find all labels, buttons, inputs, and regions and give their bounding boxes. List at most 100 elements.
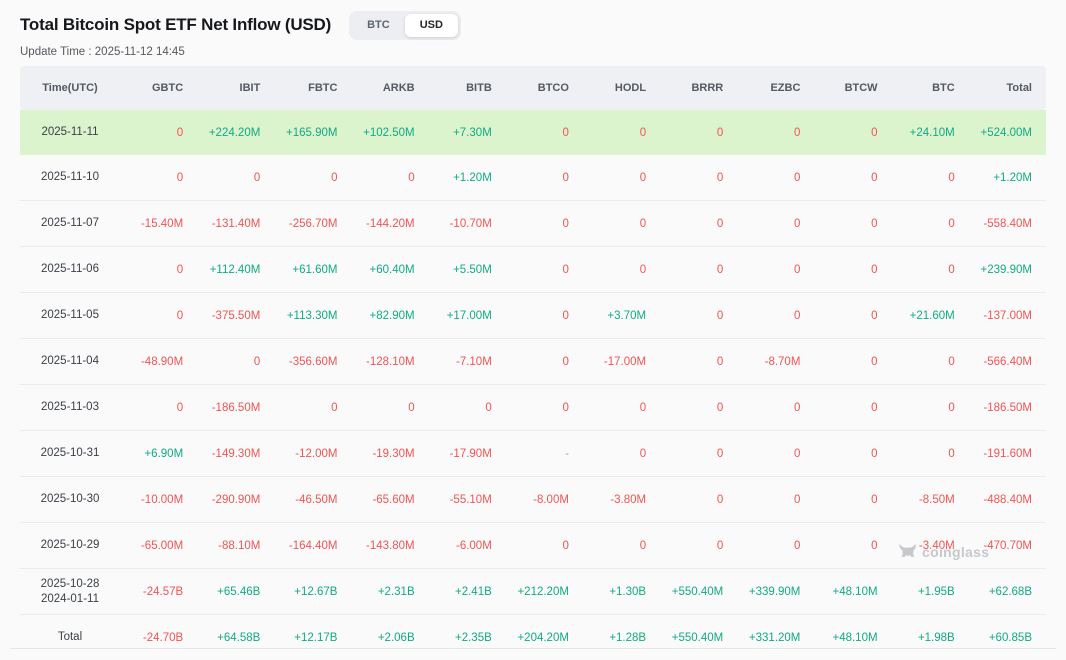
page-header: Total Bitcoin Spot ETF Net Inflow (USD) … <box>0 0 1066 60</box>
value-cell: +224.20M <box>197 110 274 155</box>
value-cell: 0 <box>737 201 814 247</box>
value-cell: 0 <box>660 431 737 477</box>
date-cell: 2025-10-29 <box>20 523 120 569</box>
value-cell: +331.20M <box>737 615 814 660</box>
value-cell: 0 <box>660 201 737 247</box>
value-cell: 0 <box>660 247 737 293</box>
date-cell: 2025-11-10 <box>20 155 120 201</box>
value-cell: 0 <box>737 477 814 523</box>
value-cell: +165.90M <box>274 110 351 155</box>
value-cell: +1.98B <box>892 615 969 660</box>
value-cell: +65.46B <box>197 569 274 615</box>
btc-toggle-button[interactable]: BTC <box>352 14 405 37</box>
value-cell: 0 <box>814 155 891 201</box>
value-cell: +113.30M <box>274 293 351 339</box>
value-cell: 0 <box>892 431 969 477</box>
value-cell: 0 <box>814 385 891 431</box>
value-cell: -17.90M <box>429 431 506 477</box>
column-header-btc[interactable]: BTC <box>892 66 969 110</box>
value-cell: -149.30M <box>197 431 274 477</box>
value-cell: 0 <box>892 201 969 247</box>
value-cell: 0 <box>737 155 814 201</box>
value-cell: +48.10M <box>814 569 891 615</box>
value-cell: +112.40M <box>197 247 274 293</box>
value-cell: -290.90M <box>197 477 274 523</box>
value-cell: +1.30B <box>583 569 660 615</box>
column-header-arkb[interactable]: ARKB <box>351 66 428 110</box>
column-header-ibit[interactable]: IBIT <box>197 66 274 110</box>
value-cell: 0 <box>351 385 428 431</box>
column-header-btcw[interactable]: BTCW <box>814 66 891 110</box>
value-cell: -3.80M <box>583 477 660 523</box>
value-cell: +339.90M <box>737 569 814 615</box>
value-cell: -10.70M <box>429 201 506 247</box>
value-cell: -186.50M <box>969 385 1046 431</box>
value-cell: +7.30M <box>429 110 506 155</box>
currency-toggle: BTC USD <box>349 11 461 40</box>
value-cell: 0 <box>120 293 197 339</box>
value-cell: -164.40M <box>274 523 351 569</box>
value-cell: 0 <box>351 155 428 201</box>
value-cell: -88.10M <box>197 523 274 569</box>
value-cell: 0 <box>660 477 737 523</box>
column-header-gbtc[interactable]: GBTC <box>120 66 197 110</box>
value-cell: 0 <box>197 339 274 385</box>
value-cell: +64.58B <box>197 615 274 660</box>
column-header-btco[interactable]: BTCO <box>506 66 583 110</box>
value-cell: 0 <box>814 247 891 293</box>
table-row: 2025-10-31+6.90M-149.30M-12.00M-19.30M-1… <box>20 431 1046 477</box>
value-cell: +6.90M <box>120 431 197 477</box>
value-cell: 0 <box>583 155 660 201</box>
value-cell: 0 <box>814 293 891 339</box>
value-cell: 0 <box>583 201 660 247</box>
value-cell: +82.90M <box>351 293 428 339</box>
date-cell: 2025-11-04 <box>20 339 120 385</box>
value-cell: 0 <box>660 339 737 385</box>
column-header-brrr[interactable]: BRRR <box>660 66 737 110</box>
value-cell: 0 <box>506 523 583 569</box>
value-cell: 0 <box>583 247 660 293</box>
value-cell: -65.00M <box>120 523 197 569</box>
value-cell: 0 <box>197 155 274 201</box>
date-cell: 2025-10-31 <box>20 431 120 477</box>
update-time: Update Time : 2025-11-12 14:45 <box>20 45 1046 60</box>
column-header-hodl[interactable]: HODL <box>583 66 660 110</box>
value-cell: +550.40M <box>660 615 737 660</box>
column-header-ezbc[interactable]: EZBC <box>737 66 814 110</box>
column-header-total[interactable]: Total <box>969 66 1046 110</box>
value-cell: -3.40M <box>892 523 969 569</box>
value-cell: 0 <box>737 293 814 339</box>
value-cell: 0 <box>814 110 891 155</box>
usd-toggle-button[interactable]: USD <box>405 14 458 37</box>
value-cell: 0 <box>506 385 583 431</box>
value-cell: -143.80M <box>351 523 428 569</box>
date-cell: 2025-11-07 <box>20 201 120 247</box>
value-cell: -12.00M <box>274 431 351 477</box>
date-cell: 2025-11-03 <box>20 385 120 431</box>
value-cell: -470.70M <box>969 523 1046 569</box>
value-cell: -17.00M <box>583 339 660 385</box>
value-cell: +2.41B <box>429 569 506 615</box>
value-cell: 0 <box>506 110 583 155</box>
value-cell: +102.50M <box>351 110 428 155</box>
value-cell: +1.28B <box>583 615 660 660</box>
value-cell: 0 <box>737 523 814 569</box>
value-cell: -137.00M <box>969 293 1046 339</box>
value-cell: 0 <box>892 247 969 293</box>
value-cell: -15.40M <box>120 201 197 247</box>
value-cell: -46.50M <box>274 477 351 523</box>
column-header-bitb[interactable]: BITB <box>429 66 506 110</box>
value-cell: +204.20M <box>506 615 583 660</box>
value-cell: 0 <box>583 431 660 477</box>
column-header-fbtc[interactable]: FBTC <box>274 66 351 110</box>
value-cell: +12.67B <box>274 569 351 615</box>
column-header-time-utc[interactable]: Time(UTC) <box>20 66 120 110</box>
value-cell: 0 <box>660 385 737 431</box>
date-cell: 2025-11-06 <box>20 247 120 293</box>
